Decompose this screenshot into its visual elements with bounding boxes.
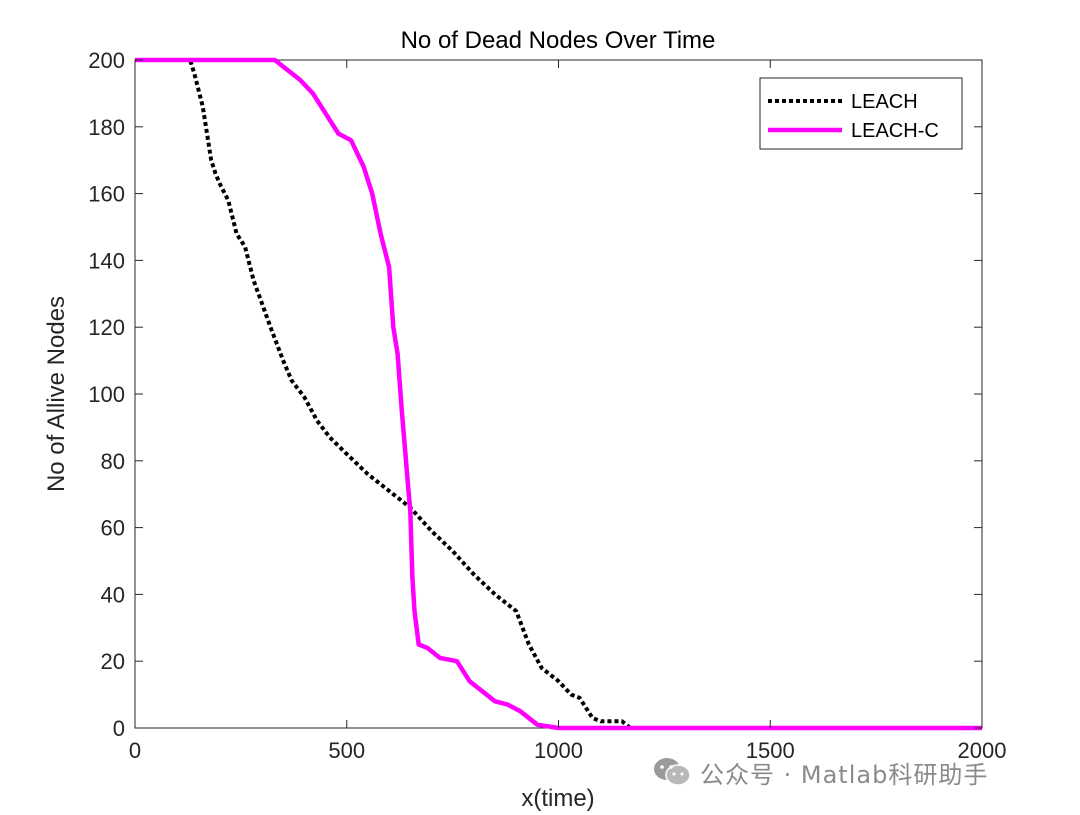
y-axis-label: No of Allive Nodes [43,296,70,492]
x-tick-label: 1000 [534,738,583,763]
x-tick-label: 500 [328,738,365,763]
y-tick-label: 100 [88,382,125,407]
y-tick-label: 200 [88,48,125,73]
legend: LEACH LEACH-C [759,77,963,150]
legend-label-leach: LEACH [851,91,918,113]
watermark-text: 公众号 · Matlab科研助手 [700,760,989,789]
y-tick-label: 40 [101,582,125,607]
y-tick-label: 180 [88,115,125,140]
legend-label-leach-c: LEACH-C [851,120,939,142]
y-tick-label: 60 [101,516,125,541]
x-tick-label: 0 [129,738,141,763]
y-tick-label: 20 [101,649,125,674]
wechat-icon [654,758,691,786]
series-layer [135,57,982,731]
y-tick-label: 0 [113,716,125,741]
y-tick-label: 80 [101,449,125,474]
chart-title: No of Dead Nodes Over Time [401,27,716,54]
x-tick-label: 1500 [746,738,795,763]
y-tick-label: 140 [88,248,125,273]
series-line-leach-c [135,57,982,731]
legend-box [759,77,963,150]
watermark: 公众号 · Matlab科研助手 [652,752,988,792]
x-axis-label: x(time) [521,785,594,812]
y-tick-label: 120 [88,315,125,340]
x-tick-label: 2000 [958,738,1007,763]
plot-area [134,59,983,729]
series-line-leach [135,58,982,730]
axis-ticks: 0 500 1000 1500 2000 0 20 40 60 80 100 120 140 160 180… [88,48,1006,763]
y-tick-label: 160 [88,182,125,207]
